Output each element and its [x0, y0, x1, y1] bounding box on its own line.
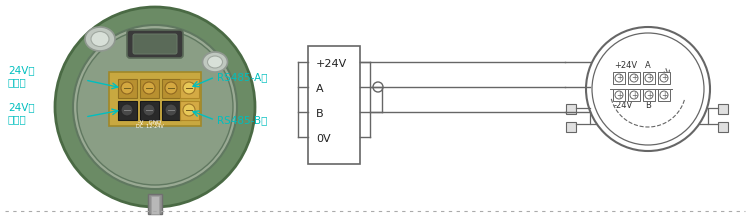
FancyBboxPatch shape	[140, 78, 158, 97]
Text: +: +	[661, 74, 668, 83]
Text: +: +	[661, 90, 668, 99]
FancyBboxPatch shape	[179, 78, 199, 97]
Bar	[628, 72, 640, 84]
Bar	[151, 196, 159, 214]
Circle shape	[630, 74, 638, 82]
FancyBboxPatch shape	[133, 34, 177, 54]
Circle shape	[165, 82, 177, 94]
FancyBboxPatch shape	[109, 72, 201, 126]
Text: A: A	[316, 84, 324, 94]
Bar	[643, 72, 655, 84]
Circle shape	[183, 82, 195, 94]
Text: +: +	[646, 90, 652, 99]
Text: 24V电: 24V电	[8, 65, 34, 75]
Bar	[658, 72, 670, 84]
Text: 源正极: 源正极	[8, 77, 27, 87]
Ellipse shape	[85, 27, 115, 51]
Bar	[566, 122, 576, 132]
Text: +: +	[616, 74, 622, 83]
Text: +: +	[631, 90, 638, 99]
Circle shape	[121, 104, 133, 116]
Text: +24V: +24V	[614, 62, 637, 71]
Circle shape	[183, 104, 195, 116]
Circle shape	[615, 74, 623, 82]
FancyBboxPatch shape	[161, 101, 181, 120]
Circle shape	[615, 91, 623, 99]
FancyBboxPatch shape	[118, 78, 136, 97]
Circle shape	[586, 27, 710, 151]
Circle shape	[143, 82, 155, 94]
FancyBboxPatch shape	[140, 101, 158, 120]
Circle shape	[121, 82, 133, 94]
Circle shape	[373, 82, 383, 92]
Ellipse shape	[91, 32, 109, 46]
Text: +: +	[616, 90, 622, 99]
Text: -V   GND: -V GND	[138, 120, 162, 124]
Text: RS485-A极: RS485-A极	[217, 72, 268, 82]
Bar	[613, 89, 625, 101]
Text: RS485-B极: RS485-B极	[217, 115, 267, 125]
Bar	[643, 89, 655, 101]
Circle shape	[660, 74, 668, 82]
Text: A: A	[645, 62, 651, 71]
Bar	[718, 122, 728, 132]
Circle shape	[630, 91, 638, 99]
Text: DC  12-24V: DC 12-24V	[136, 124, 164, 129]
Circle shape	[645, 74, 653, 82]
Ellipse shape	[208, 56, 223, 68]
Text: +: +	[646, 74, 652, 83]
Bar	[566, 104, 576, 114]
FancyBboxPatch shape	[118, 101, 136, 120]
FancyBboxPatch shape	[179, 101, 199, 120]
FancyBboxPatch shape	[127, 30, 183, 58]
Text: 24V电: 24V电	[8, 102, 34, 112]
Text: B: B	[645, 101, 651, 110]
Text: -24V: -24V	[614, 101, 633, 110]
Circle shape	[143, 104, 155, 116]
Bar	[308, 46, 360, 164]
Bar	[658, 89, 670, 101]
Circle shape	[165, 104, 177, 116]
Bar	[718, 104, 728, 114]
Bar	[613, 72, 625, 84]
Bar	[590, 108, 708, 124]
Text: 源负极: 源负极	[8, 114, 27, 124]
Circle shape	[645, 91, 653, 99]
Bar	[628, 89, 640, 101]
Circle shape	[660, 91, 668, 99]
Circle shape	[592, 33, 704, 145]
Bar	[148, 194, 162, 214]
Text: +24V: +24V	[316, 59, 347, 69]
Text: B: B	[316, 109, 324, 119]
Circle shape	[55, 7, 255, 207]
Text: +: +	[631, 74, 638, 83]
Circle shape	[73, 25, 237, 189]
Text: 0V: 0V	[316, 134, 331, 144]
Ellipse shape	[202, 52, 227, 72]
Circle shape	[77, 29, 233, 185]
FancyBboxPatch shape	[161, 78, 181, 97]
